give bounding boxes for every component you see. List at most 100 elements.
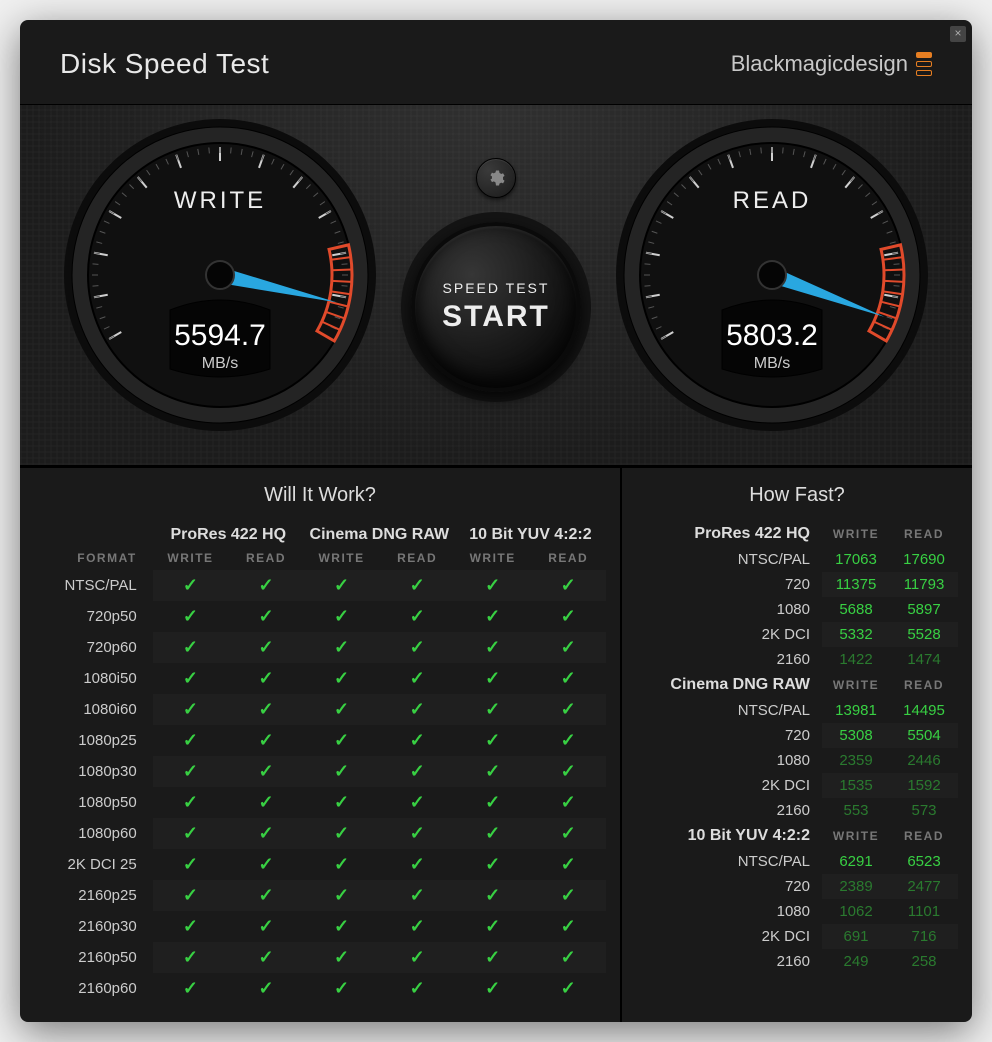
check-icon: ✓: [410, 823, 425, 843]
check-icon: ✓: [258, 823, 273, 843]
format-label: 2160: [636, 949, 822, 974]
check-icon: ✓: [485, 947, 500, 967]
check-icon: ✓: [258, 916, 273, 936]
check-icon: ✓: [334, 730, 349, 750]
check-cell: ✓: [153, 601, 229, 632]
check-icon: ✓: [334, 823, 349, 843]
check-icon: ✓: [334, 575, 349, 595]
format-label: 720p50: [34, 601, 153, 632]
check-cell: ✓: [228, 942, 304, 973]
check-cell: ✓: [153, 880, 229, 911]
column-subheader: WRITE: [822, 521, 890, 547]
check-cell: ✓: [455, 663, 531, 694]
check-cell: ✓: [530, 849, 606, 880]
check-cell: ✓: [228, 694, 304, 725]
check-cell: ✓: [228, 880, 304, 911]
check-icon: ✓: [485, 978, 500, 998]
table-row: 720p50✓✓✓✓✓✓: [34, 601, 606, 632]
check-cell: ✓: [455, 973, 531, 1004]
table-row: 2K DCI15351592: [636, 773, 958, 798]
check-cell: ✓: [228, 818, 304, 849]
write-value: 5688: [822, 597, 890, 622]
check-cell: ✓: [304, 880, 380, 911]
check-icon: ✓: [410, 947, 425, 967]
codec-header: ProRes 422 HQ: [153, 521, 304, 546]
check-cell: ✓: [228, 973, 304, 1004]
read-value: 258: [890, 949, 958, 974]
format-label: 2160p60: [34, 973, 153, 1004]
format-label: 720: [636, 572, 822, 597]
check-cell: ✓: [455, 601, 531, 632]
format-label: 2K DCI: [636, 924, 822, 949]
check-icon: ✓: [258, 978, 273, 998]
table-row: 2160p30✓✓✓✓✓✓: [34, 911, 606, 942]
check-icon: ✓: [410, 761, 425, 781]
check-icon: ✓: [561, 699, 576, 719]
format-label: 1080: [636, 899, 822, 924]
check-cell: ✓: [228, 632, 304, 663]
format-label: 1080p25: [34, 725, 153, 756]
check-cell: ✓: [153, 694, 229, 725]
check-cell: ✓: [530, 694, 606, 725]
table-row: 1080i50✓✓✓✓✓✓: [34, 663, 606, 694]
format-label: 2160p30: [34, 911, 153, 942]
will-it-work-panel: Will It Work? ProRes 422 HQCinema DNG RA…: [20, 468, 622, 1022]
check-cell: ✓: [153, 787, 229, 818]
check-cell: ✓: [153, 818, 229, 849]
check-cell: ✓: [379, 880, 455, 911]
table-row: 2160p60✓✓✓✓✓✓: [34, 973, 606, 1004]
write-value: 249: [822, 949, 890, 974]
app-window: × Disk Speed Test Blackmagicdesign WRITE…: [20, 20, 972, 1022]
check-icon: ✓: [258, 606, 273, 626]
check-cell: ✓: [379, 973, 455, 1004]
check-icon: ✓: [334, 885, 349, 905]
check-cell: ✓: [228, 756, 304, 787]
check-icon: ✓: [485, 606, 500, 626]
codec-name: 10 Bit YUV 4:2:2: [636, 823, 822, 849]
check-cell: ✓: [228, 725, 304, 756]
codec-name: Cinema DNG RAW: [636, 672, 822, 698]
check-cell: ✓: [379, 818, 455, 849]
check-cell: ✓: [455, 911, 531, 942]
start-button[interactable]: SPEED TEST START: [411, 222, 581, 392]
write-gauge-value: 5594.7: [60, 319, 380, 353]
check-cell: ✓: [153, 725, 229, 756]
gear-icon: [487, 169, 505, 187]
check-cell: ✓: [455, 849, 531, 880]
check-icon: ✓: [410, 978, 425, 998]
table-row: 2K DCI691716: [636, 924, 958, 949]
check-icon: ✓: [561, 761, 576, 781]
check-cell: ✓: [379, 911, 455, 942]
check-icon: ✓: [485, 699, 500, 719]
table-row: NTSC/PAL1398114495: [636, 698, 958, 723]
format-label: 2160: [636, 647, 822, 672]
check-icon: ✓: [334, 668, 349, 688]
check-cell: ✓: [228, 570, 304, 601]
check-icon: ✓: [485, 792, 500, 812]
check-cell: ✓: [379, 849, 455, 880]
check-icon: ✓: [410, 885, 425, 905]
check-icon: ✓: [183, 637, 198, 657]
check-cell: ✓: [228, 849, 304, 880]
check-cell: ✓: [304, 756, 380, 787]
check-icon: ✓: [183, 823, 198, 843]
check-icon: ✓: [258, 637, 273, 657]
format-label: 720p60: [34, 632, 153, 663]
table-row: 1080p25✓✓✓✓✓✓: [34, 725, 606, 756]
close-button[interactable]: ×: [950, 26, 966, 42]
codec-name: ProRes 422 HQ: [636, 521, 822, 547]
check-icon: ✓: [334, 637, 349, 657]
check-cell: ✓: [455, 818, 531, 849]
check-icon: ✓: [485, 761, 500, 781]
will-it-work-title: Will It Work?: [34, 484, 606, 507]
check-cell: ✓: [153, 942, 229, 973]
table-row: 108056885897: [636, 597, 958, 622]
table-row: 720p60✓✓✓✓✓✓: [34, 632, 606, 663]
codec-group-header: 10 Bit YUV 4:2:2WRITEREAD: [636, 823, 958, 849]
check-icon: ✓: [183, 606, 198, 626]
format-label: NTSC/PAL: [636, 849, 822, 874]
check-icon: ✓: [183, 761, 198, 781]
check-icon: ✓: [183, 885, 198, 905]
check-cell: ✓: [530, 942, 606, 973]
settings-button[interactable]: [476, 158, 516, 198]
